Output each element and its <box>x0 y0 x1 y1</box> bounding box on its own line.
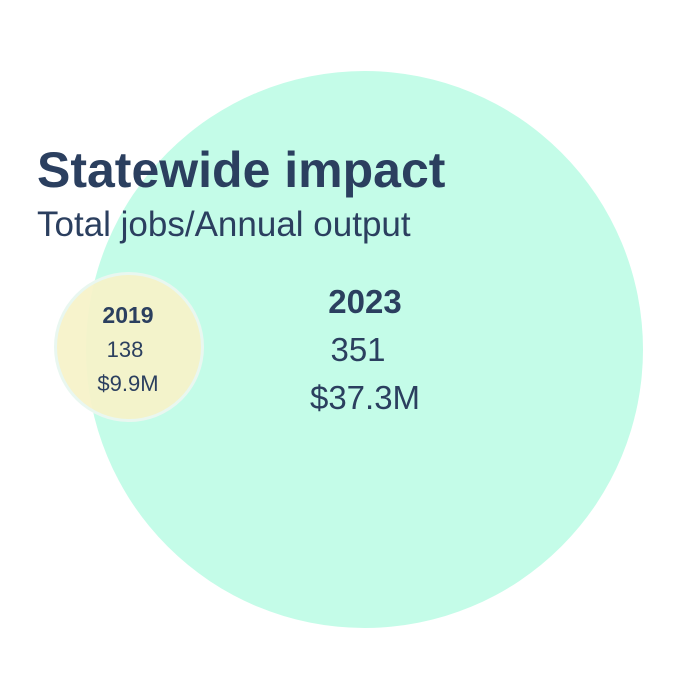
circle-2019 <box>54 272 204 422</box>
output-value-2023: $37.3M <box>309 379 421 416</box>
year-label-2019: 2019 <box>102 302 154 328</box>
page-title: Statewide impact <box>37 142 446 198</box>
jobs-value-2023: 351 <box>330 331 386 368</box>
output-value-2019: $9.9M <box>97 371 159 396</box>
jobs-value-2019: 138 <box>106 337 144 362</box>
page-subtitle: Total jobs/Annual output <box>37 205 411 244</box>
year-label-2023: 2023 <box>328 283 402 320</box>
